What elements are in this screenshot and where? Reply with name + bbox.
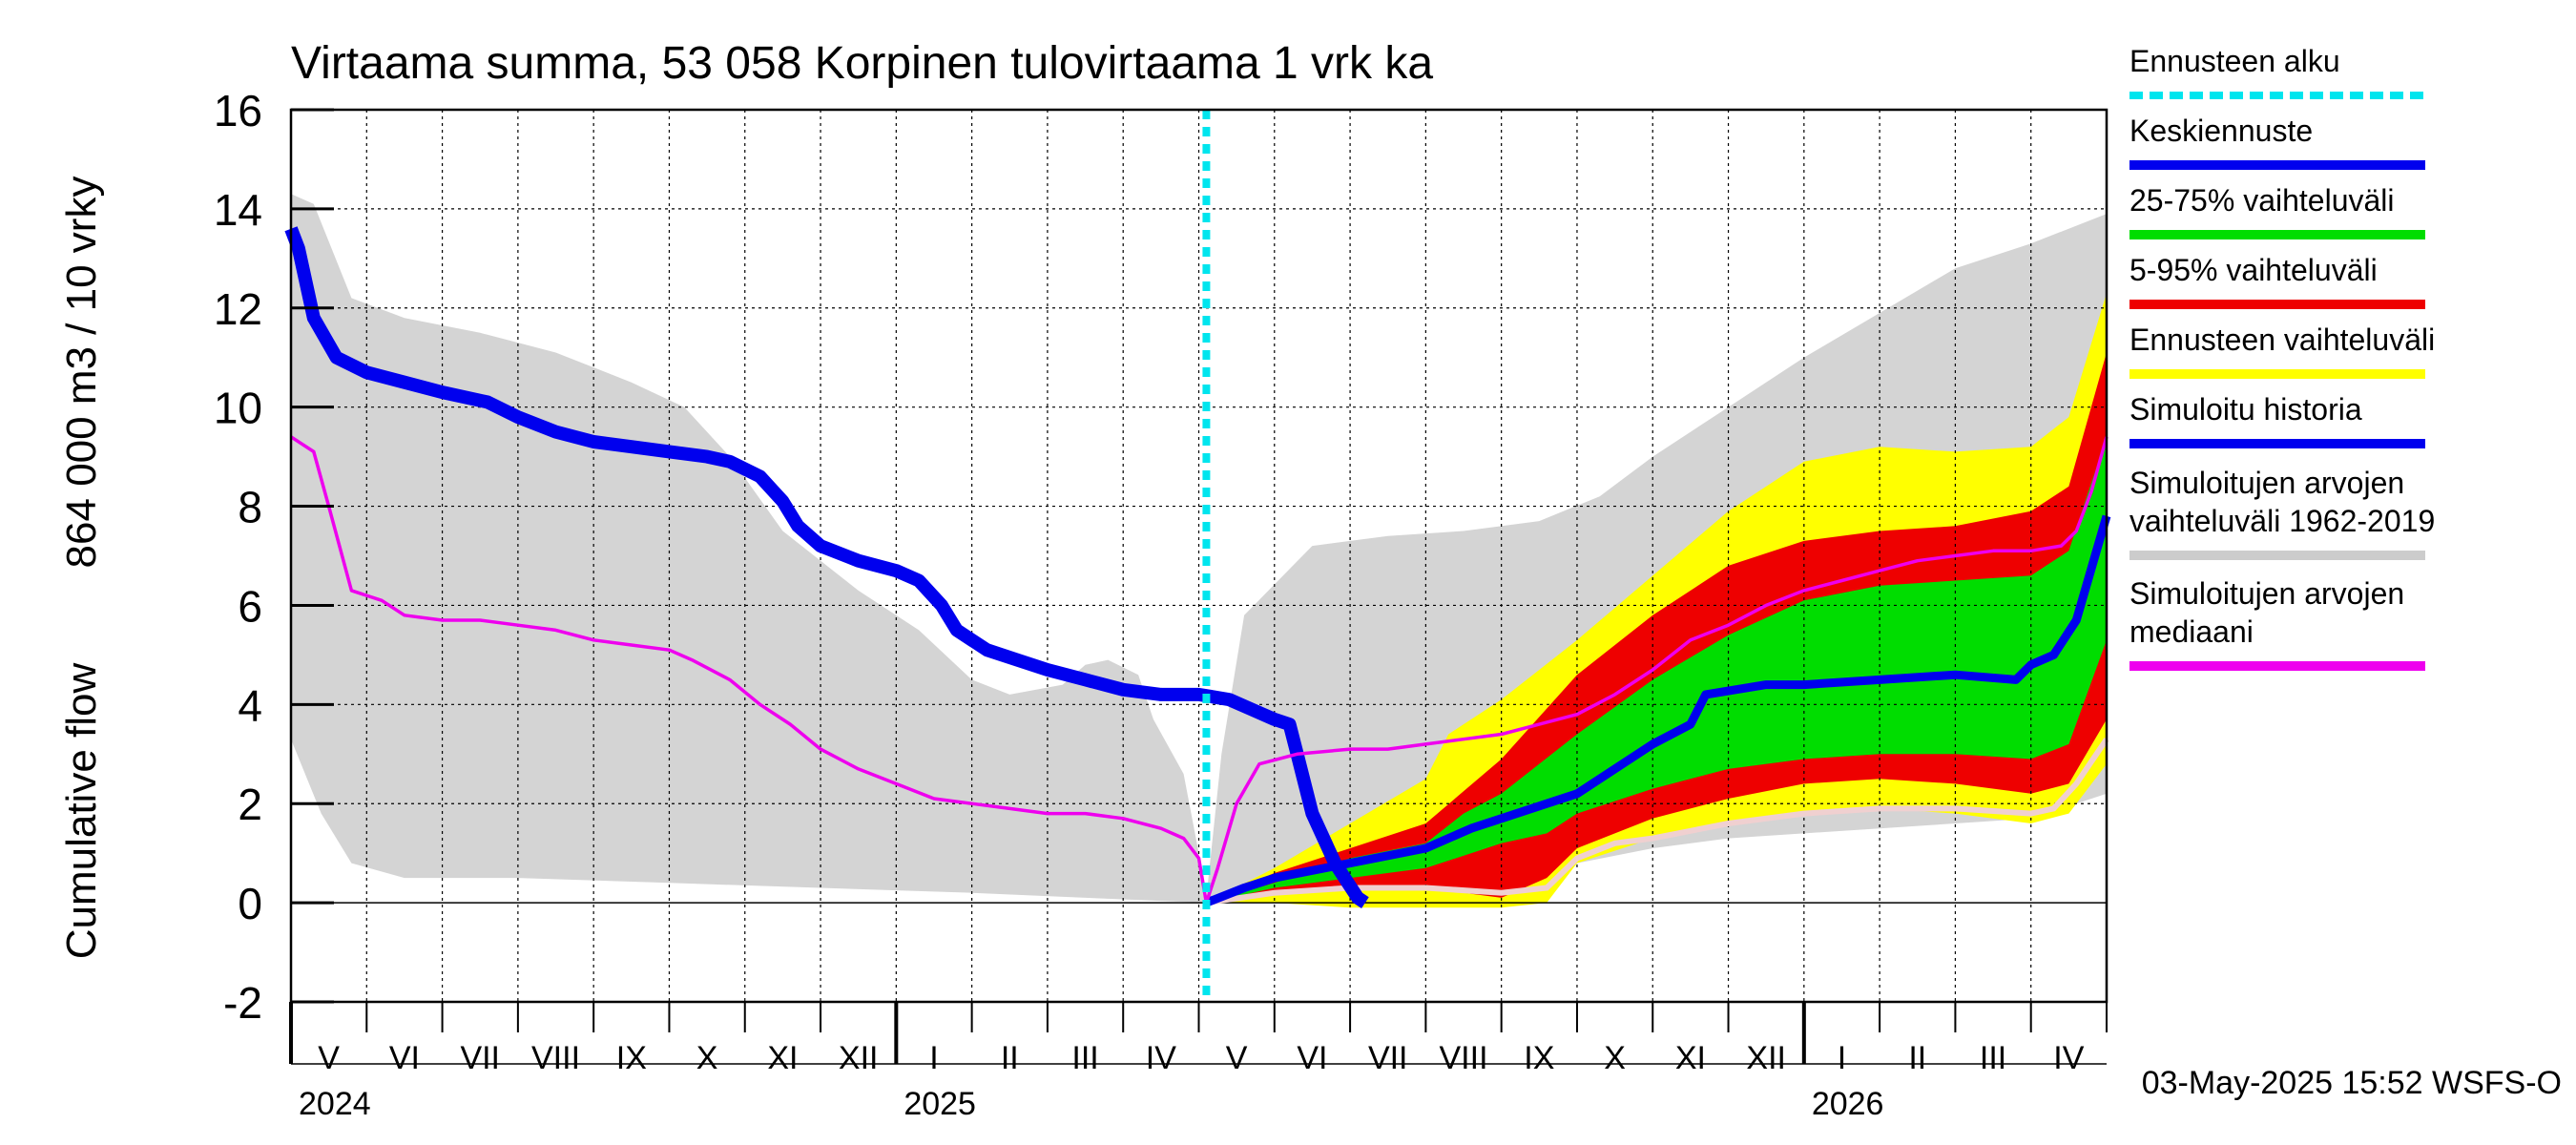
y-tick-label-4: 6 xyxy=(238,581,262,631)
sim-median-line xyxy=(290,435,2109,905)
month-label-14: VII xyxy=(1368,1040,1408,1076)
month-label-2: VII xyxy=(460,1040,500,1076)
month-label-6: XI xyxy=(767,1040,798,1076)
month-label-0: V xyxy=(318,1040,340,1076)
simulated-history-line xyxy=(284,226,1369,908)
month-label-8: I xyxy=(929,1040,938,1076)
forecast-lower-line xyxy=(1205,738,2109,906)
month-label-12: V xyxy=(1226,1040,1248,1076)
month-label-19: XII xyxy=(1746,1040,1786,1076)
forecast-25-75-band xyxy=(1206,436,2107,904)
legend-label2-7: mediaani xyxy=(2129,614,2254,649)
legend-label2-6: vaihteluväli 1962-2019 xyxy=(2129,504,2435,538)
month-label-15: VIII xyxy=(1440,1040,1488,1076)
y-tick-label-9: 16 xyxy=(214,86,262,135)
month-label-1: VI xyxy=(389,1040,420,1076)
legend-label-0: Ennusteen alku xyxy=(2129,44,2340,78)
month-label-5: X xyxy=(696,1040,718,1076)
y-tick-label-8: 14 xyxy=(214,185,262,235)
month-label-18: XI xyxy=(1675,1040,1706,1076)
month-label-23: IV xyxy=(2053,1040,2084,1076)
legend-label-2: 25-75% vaihteluväli xyxy=(2129,183,2395,218)
month-label-9: II xyxy=(1001,1040,1019,1076)
month-label-4: IX xyxy=(616,1040,647,1076)
year-label-2: 2026 xyxy=(1812,1086,1884,1122)
month-label-16: IX xyxy=(1524,1040,1554,1076)
chart-legend: Ennusteen alku Keskiennuste 25-75% vaihtel… xyxy=(2129,44,2435,671)
y-tick-label-3: 4 xyxy=(238,680,262,730)
month-label-10: III xyxy=(1071,1040,1098,1076)
month-label-21: II xyxy=(1908,1040,1926,1076)
y-tick-label-2: 2 xyxy=(238,780,262,829)
y-axis-label-inner: 864 000 m3 / 10 vrky xyxy=(58,177,105,569)
y-tick-label-7: 12 xyxy=(214,284,262,334)
y-tick-label-5: 8 xyxy=(238,483,262,532)
y-tick-label-0: -2 xyxy=(223,978,262,1028)
month-label-11: IV xyxy=(1146,1040,1176,1076)
month-label-13: VI xyxy=(1297,1040,1327,1076)
month-label-22: III xyxy=(1980,1040,2006,1076)
legend-label-5: Simuloitu historia xyxy=(2129,392,2362,427)
legend-label-6: Simuloitujen arvojen xyxy=(2129,466,2404,500)
y-axis-label-outer: Cumulative flow xyxy=(58,663,105,960)
chart-lines xyxy=(284,110,2111,1002)
month-label-3: VIII xyxy=(531,1040,580,1076)
timestamp: 03-May-2025 15:52 WSFS-O xyxy=(2142,1065,2562,1101)
legend-label-4: Ennusteen vaihteluväli xyxy=(2129,323,2435,357)
legend-label-3: 5-95% vaihteluväli xyxy=(2129,253,2378,287)
legend-label-7: Simuloitujen arvojen xyxy=(2129,576,2404,611)
y-tick-label-6: 10 xyxy=(214,384,262,433)
legend-label-1: Keskiennuste xyxy=(2129,114,2313,148)
forecast-median-line xyxy=(1204,514,2111,907)
month-label-7: XII xyxy=(839,1040,879,1076)
chart-title: Virtaama summa, 53 058 Korpinen tulovirt… xyxy=(291,38,1433,89)
month-label-17: X xyxy=(1604,1040,1626,1076)
year-label-1: 2025 xyxy=(904,1086,976,1122)
year-label-0: 2024 xyxy=(299,1086,371,1122)
forecast-5-95-band xyxy=(1206,352,2107,904)
chart-grid xyxy=(291,109,2107,1003)
y-tick-label-1: 0 xyxy=(238,879,262,928)
month-label-20: I xyxy=(1838,1040,1846,1076)
